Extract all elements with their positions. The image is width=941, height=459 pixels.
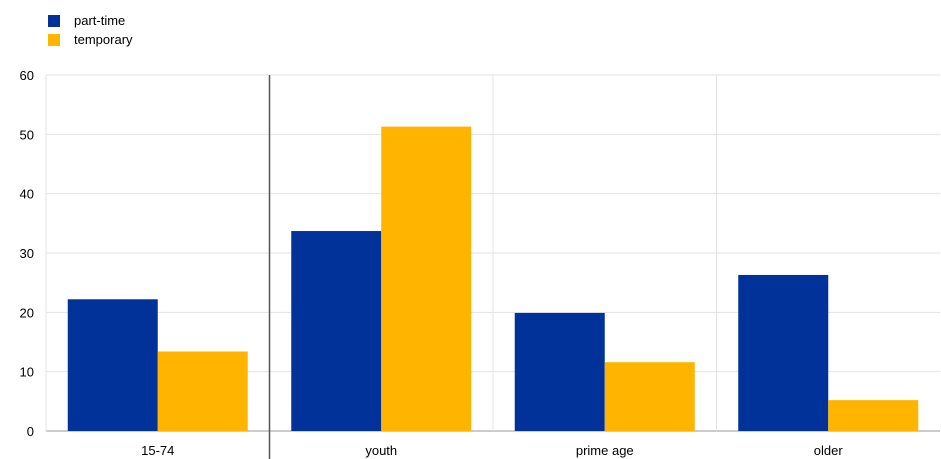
legend-item-temporary: temporary — [48, 30, 133, 49]
legend: part-time temporary — [48, 11, 133, 49]
bar-temporary-youth — [381, 126, 472, 432]
y-tick-label: 50 — [20, 127, 34, 142]
legend-swatch-temporary — [48, 33, 60, 46]
legend-swatch-part-time — [48, 14, 60, 27]
y-tick-label: 20 — [20, 305, 34, 320]
x-tick-label: 15-74 — [141, 443, 174, 458]
bar-part-time-prime-age — [514, 312, 605, 431]
y-tick-label: 10 — [20, 365, 34, 380]
bar-part-time-older — [738, 274, 829, 431]
bar-part-time-youth — [291, 231, 382, 431]
y-tick-label: 30 — [20, 246, 34, 261]
x-tick-label: older — [814, 443, 844, 458]
y-tick-label: 0 — [27, 424, 34, 439]
legend-label-part-time: part-time — [74, 13, 126, 28]
bar-temporary-older — [828, 400, 919, 431]
legend-label-temporary: temporary — [74, 32, 133, 47]
x-tick-label: prime age — [576, 443, 634, 458]
y-tick-label: 60 — [20, 68, 34, 83]
y-tick-label: 40 — [20, 187, 34, 202]
x-tick-label: youth — [365, 443, 397, 458]
legend-item-part-time: part-time — [48, 11, 133, 30]
bar-temporary-15-74 — [157, 351, 248, 431]
bar-temporary-prime-age — [604, 362, 695, 431]
bar-part-time-15-74 — [67, 299, 158, 431]
